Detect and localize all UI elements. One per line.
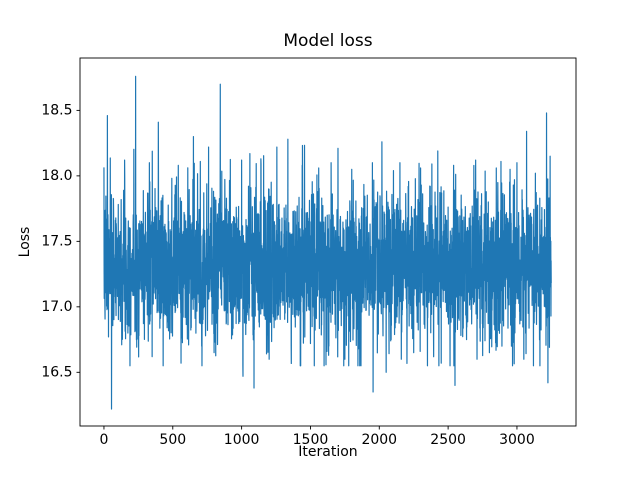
plot-border (79, 57, 577, 427)
x-axis-label: Iteration (298, 444, 358, 460)
x-tick-label: 1000 (224, 432, 260, 448)
x-tick-label: 1500 (293, 432, 329, 448)
chart-title: Model loss (283, 31, 373, 51)
x-tick-label: 3000 (499, 432, 535, 448)
y-axis-label: Loss (17, 226, 33, 258)
x-tick-label: 0 (99, 432, 108, 448)
loss-line (103, 75, 552, 410)
x-tick-label: 500 (159, 432, 186, 448)
x-tick-label: 2500 (430, 432, 466, 448)
y-tick-label: 17.0 (41, 299, 72, 315)
x-tick-label: 2000 (361, 432, 397, 448)
y-tick-label: 18.0 (41, 168, 72, 184)
y-tick-label: 16.5 (41, 364, 72, 380)
y-tick-label: 18.5 (41, 102, 72, 118)
y-tick-label: 17.5 (41, 233, 72, 249)
